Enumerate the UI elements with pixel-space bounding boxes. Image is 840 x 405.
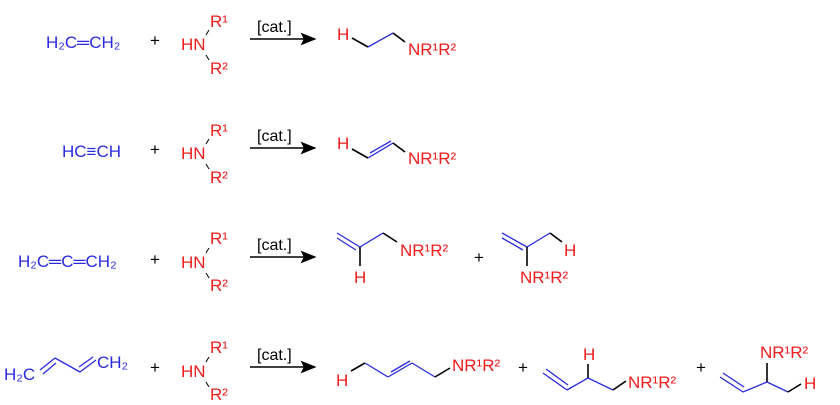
amine-r2: R² (210, 168, 228, 187)
hydrogen-label: H (337, 25, 349, 44)
substrate-acetylene: HC≡CH (62, 142, 121, 161)
substrate-butadiene: H₂C CH₂ (4, 353, 128, 384)
amine-hn: HN (181, 144, 206, 163)
amine-r1: R¹ (210, 121, 228, 140)
amine-r2: R² (210, 59, 228, 78)
hydrogen-label: H (337, 134, 349, 153)
reaction-ethylene: H₂C═CH₂ + R¹ HN R² [cat.] H NR¹R² (46, 12, 456, 78)
substrate-allene: H₂C═C═CH₂ (18, 252, 117, 271)
product-homoallylamine: H NR¹R² (542, 345, 676, 392)
hydrogen-label: H (336, 371, 348, 390)
product-amine-label: NR¹R² (408, 40, 456, 59)
amine-reagent: R¹ HN R² (181, 12, 228, 78)
product-amine-label: NR¹R² (628, 373, 676, 392)
plus-sign: + (150, 358, 160, 377)
product-allylamine: H NR¹R² (336, 232, 448, 287)
hydrogen-label: H (354, 268, 366, 287)
amine-reagent: R¹ HN R² (181, 121, 228, 187)
plus-sign: + (474, 248, 484, 267)
plus-sign: + (150, 140, 160, 159)
plus-sign: + (150, 31, 160, 50)
product-amine-label: NR¹R² (520, 268, 568, 287)
product-enamine: H NR¹R² (337, 134, 456, 168)
amine-r2: R² (210, 385, 228, 404)
catalyst-label: [cat.] (257, 128, 292, 145)
product-crotylamine: H NR¹R² (336, 356, 500, 390)
product-amine-label: NR¹R² (408, 149, 456, 168)
substrate-right-label: CH₂ (97, 353, 128, 372)
hydrogen-label: H (804, 374, 816, 393)
substrate-ethylene: H₂C═CH₂ (46, 33, 120, 52)
hydrogen-label: H (583, 345, 595, 364)
reaction-butadiene: H₂C CH₂ + R¹ HN R² [cat.] H NR¹R² (4, 338, 816, 404)
plus-sign: + (696, 358, 706, 377)
amine-reagent: R¹ HN R² (181, 338, 228, 404)
plus-sign: + (150, 250, 160, 269)
amine-r1: R¹ (210, 229, 228, 248)
product-ethylamine: H NR¹R² (337, 25, 456, 59)
substrate-left-label: H₂C (4, 365, 35, 384)
amine-hn: HN (181, 253, 206, 272)
plus-sign: + (518, 358, 528, 377)
amine-r1: R¹ (210, 12, 228, 31)
amine-r2: R² (210, 276, 228, 295)
amine-hn: HN (181, 35, 206, 54)
amine-hn: HN (181, 362, 206, 381)
product-amine-label: NR¹R² (452, 356, 500, 375)
product-amine-label: NR¹R² (760, 343, 808, 362)
catalyst-label: [cat.] (257, 19, 292, 36)
product-enamine-branched: H NR¹R² (501, 232, 576, 287)
catalyst-label: [cat.] (257, 347, 292, 364)
product-amine-label: NR¹R² (400, 241, 448, 260)
amine-r1: R¹ (210, 338, 228, 357)
catalyst-label: [cat.] (257, 237, 292, 254)
reaction-acetylene: HC≡CH + R¹ HN R² [cat.] H NR¹R² (62, 121, 456, 187)
reaction-allene: H₂C═C═CH₂ + R¹ HN R² [cat.] H NR¹R² + H (18, 229, 576, 295)
amine-reagent: R¹ HN R² (181, 229, 228, 295)
product-branched-allylamine: NR¹R² H (719, 343, 816, 393)
hydrogen-label: H (564, 241, 576, 260)
